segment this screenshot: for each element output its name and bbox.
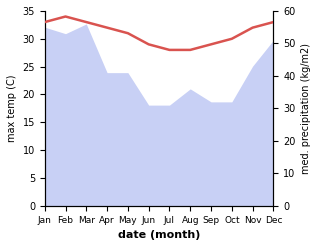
Y-axis label: max temp (C): max temp (C) bbox=[7, 75, 17, 142]
Y-axis label: med. precipitation (kg/m2): med. precipitation (kg/m2) bbox=[301, 43, 311, 174]
X-axis label: date (month): date (month) bbox=[118, 230, 200, 240]
